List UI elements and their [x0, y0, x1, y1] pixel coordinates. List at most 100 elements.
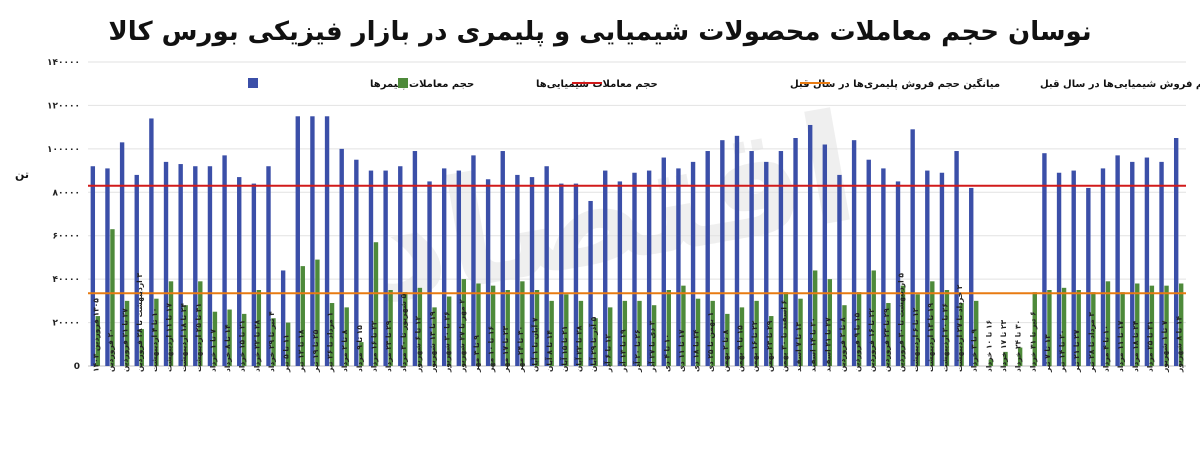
bar-polymer	[163, 161, 169, 366]
x-tick-label: ۲۰ فروردین	[106, 328, 115, 372]
bar-polymer	[778, 151, 784, 366]
bar-polymer	[310, 116, 315, 367]
bar-chemical	[1076, 290, 1081, 366]
bar-polymer	[837, 174, 842, 366]
bar-polymer	[398, 166, 403, 366]
bar-polymer	[354, 159, 359, 366]
bar-chemical	[856, 292, 862, 366]
y-tick-label: ۶۰۰۰۰	[53, 232, 80, 242]
bar-polymer	[573, 183, 579, 366]
bar-polymer	[1042, 153, 1047, 366]
bar-chemical	[988, 359, 994, 366]
x-tick-label: ۱۹ تا ۱۳ اردیبهشت	[926, 303, 935, 372]
x-tick-label: ۶ اسفند تا ۳۰ بهمن	[779, 300, 788, 372]
bar-chemical	[373, 242, 379, 366]
bar-chemical	[490, 285, 496, 366]
bar-polymer	[866, 159, 871, 366]
x-tick-label: ۲۳ تا ۱۷ خرداد	[999, 319, 1008, 372]
bar-polymer	[632, 172, 637, 366]
bar-chemical	[534, 290, 540, 366]
bar-polymer	[471, 155, 476, 366]
bar-polymer	[280, 270, 286, 366]
bar-polymer	[720, 140, 725, 366]
bar-chemical	[388, 290, 393, 366]
x-tick-label: ۲۸ تا ۲۲ خرداد	[252, 319, 261, 372]
x-tick-label: ۲۹ تا ۲۳ بهمن	[765, 320, 774, 372]
x-tick-label: ۲۰ تا ۱۴ اسفند	[809, 317, 818, 372]
x-tick-label: ۱۰ تا ۴ مرداد	[1101, 325, 1110, 372]
x-tick-label: ۴ تیر تا ۲۹ خرداد	[267, 311, 276, 372]
bar-chemical	[95, 316, 101, 366]
bar-polymer	[251, 183, 257, 366]
bar-chemical	[139, 329, 144, 366]
bar-chemical	[256, 290, 262, 366]
bar-polymer	[339, 148, 344, 366]
bar-chemical	[622, 300, 628, 366]
bar-polymer	[427, 181, 432, 366]
bar-polymer	[559, 183, 564, 366]
x-tick-label: ۲ مهر تا ۲۷ شهریور	[457, 299, 466, 373]
bar-polymer	[544, 166, 549, 366]
bar-polymer	[1130, 161, 1135, 366]
bar-chemical	[959, 303, 964, 366]
x-tick-label: ۲۱ تا ۱۵ خرداد	[238, 320, 247, 372]
bar-polymer	[881, 168, 886, 366]
bar-polymer	[925, 170, 930, 366]
bar-polymer	[383, 170, 388, 366]
bar-chemical	[651, 305, 657, 366]
y-tick-label: ۱۰۰۰۰۰	[47, 145, 80, 155]
bar-chemical	[666, 290, 671, 366]
bar-polymer	[193, 166, 198, 366]
x-tick-label: ۳۰ تا ۲۴ مهر	[516, 326, 525, 373]
bar-chemical	[505, 290, 510, 366]
x-tick-label: ۸ تا ۲ مرداد	[340, 329, 349, 372]
bar-polymer	[1115, 155, 1120, 366]
bar-polymer	[222, 155, 227, 366]
reference-lines	[88, 184, 1186, 295]
bar-chemical	[871, 270, 876, 366]
bar-chemical	[1017, 347, 1023, 366]
bar-chemical	[915, 294, 920, 366]
bar-chemical	[725, 313, 730, 366]
bar-polymer	[515, 174, 520, 366]
x-tick-label: ۲۲ تا ۱۶ فروردین	[867, 308, 876, 372]
bar-chemical	[783, 292, 789, 366]
x-tick-label: ۲۷ تا ۲۱ فروردین	[121, 308, 130, 372]
x-tick-label: ۳ دی تا ۲۷ آذر	[647, 320, 657, 373]
x-tick-label: ۳۱ تا ۲۵ اردیبهشت	[194, 303, 203, 372]
x-tick-label: ۲۶ تا ۲۰ آذر	[632, 329, 642, 373]
bar-chemical	[974, 300, 979, 366]
x-tick-label: ۱۶ تا ۱۰ مهر	[487, 326, 496, 373]
x-tick-label: ۷ تا ۱ خرداد	[208, 329, 217, 372]
x-tick-label: ۱۴ تا ۸ خرداد	[223, 324, 232, 372]
bar-polymer	[207, 166, 213, 366]
bar-polymer	[954, 151, 959, 366]
bar-chemical	[1120, 292, 1125, 366]
bar-chemical	[710, 300, 715, 366]
bar-chemical	[168, 281, 174, 366]
x-tick-label: ۲۳ تا ۱۷ مهر	[501, 326, 510, 373]
x-tick-label: ۱۹ تا ۱۳ آذر	[617, 329, 627, 373]
bar-polymer	[749, 151, 754, 366]
bar-polymer	[851, 140, 857, 366]
bar-polymer	[588, 200, 593, 366]
y-tick-label: ۱۴۰۰۰۰	[47, 58, 80, 68]
bar-polymer	[793, 138, 798, 366]
y-axis-ticks: 0 ۲۰۰۰۰ ۴۰۰۰۰ ۶۰۰۰۰ ۸۰۰۰۰ ۱۰۰۰۰۰ ۱۲۰۰۰۰ ۱۴۰۰۰۰	[47, 58, 80, 372]
bar-polymer	[295, 116, 300, 367]
polymer-bars	[90, 116, 1179, 367]
x-tick-label: ۲۷ تا ۲۱ اسفند	[823, 317, 832, 372]
bar-chemical	[417, 287, 423, 366]
x-tick-label: ۳۱ تا ۲۵ مرداد	[1145, 321, 1154, 372]
bar-polymer	[734, 135, 740, 366]
bar-polymer	[939, 172, 945, 366]
legend-label-polymer-avg: میانگین حجم فروش پلیمری‌ها در سال قبل	[790, 77, 1000, 90]
bar-chemical	[1149, 285, 1155, 366]
bar-chemical	[315, 259, 320, 366]
bar-polymer	[266, 166, 271, 366]
bar-chemical	[608, 307, 613, 366]
x-tick-label: ۱ مرداد تا ۲۶ تیر	[326, 312, 335, 373]
x-tick-label: ۵ اردیبهشت تا ۳۰ فروردین	[897, 273, 906, 372]
bar-chemical	[1091, 292, 1096, 366]
